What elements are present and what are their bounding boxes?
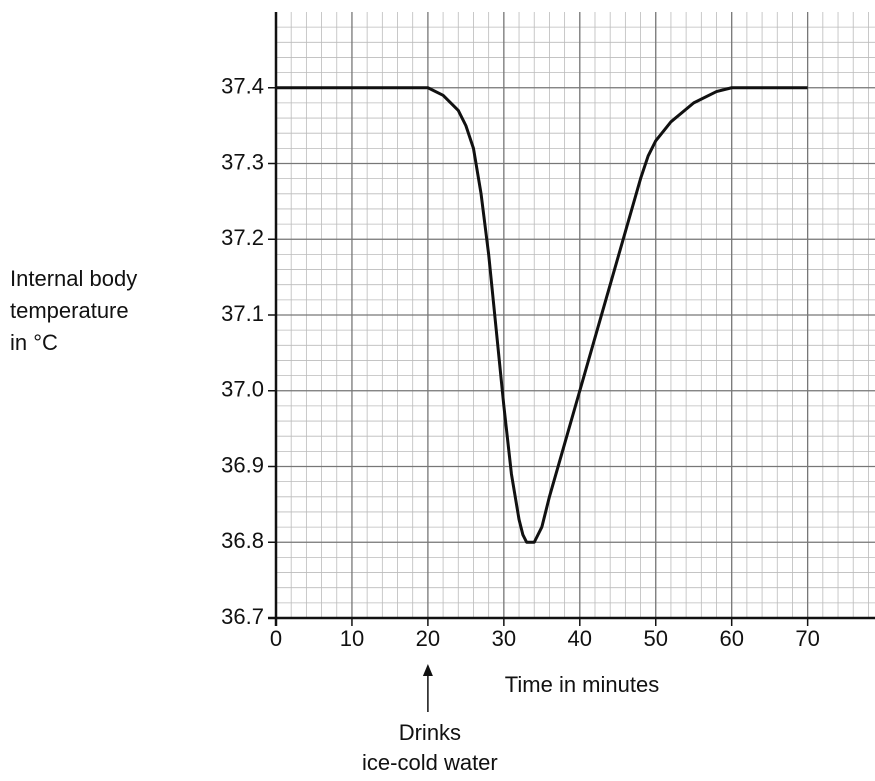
annotation-text: ice-cold water	[362, 750, 498, 775]
y-axis-label: temperature	[10, 298, 129, 323]
y-tick-label: 37.4	[221, 74, 264, 99]
x-tick-label: 20	[416, 626, 440, 651]
x-tick-label: 70	[795, 626, 819, 651]
y-tick-label: 37.3	[221, 149, 264, 174]
x-axis-label: Time in minutes	[505, 672, 659, 697]
y-tick-label: 37.1	[221, 301, 264, 326]
x-tick-label: 50	[644, 626, 668, 651]
x-tick-label: 0	[270, 626, 282, 651]
y-tick-label: 37.0	[221, 377, 264, 402]
x-tick-label: 60	[719, 626, 743, 651]
annotation-arrowhead	[422, 664, 433, 676]
y-tick-label: 37.2	[221, 225, 264, 250]
y-tick-label: 36.7	[221, 604, 264, 629]
line	[276, 86, 808, 544]
x-tick-label: 40	[568, 626, 592, 651]
y-axis-label: in °C	[10, 330, 58, 355]
x-tick-label: 10	[340, 626, 364, 651]
y-tick-label: 36.8	[221, 528, 264, 553]
x-tick-label: 30	[492, 626, 516, 651]
annotation-text: Drinks	[399, 720, 461, 745]
y-tick-label: 36.9	[221, 452, 264, 477]
y-axis-label: Internal body	[10, 266, 137, 291]
